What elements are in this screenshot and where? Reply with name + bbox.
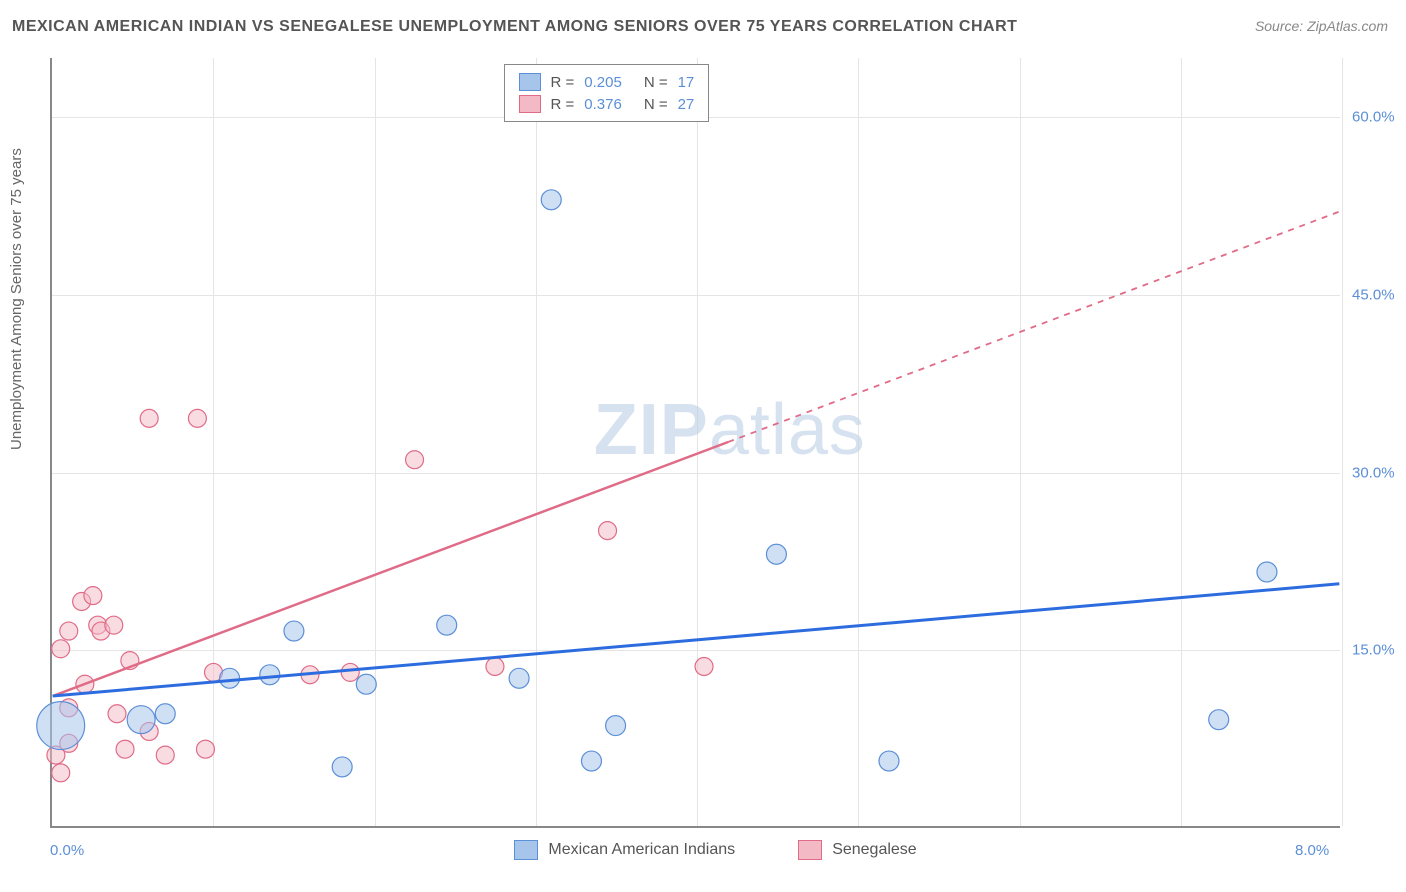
- n-value-pink: 27: [678, 96, 695, 113]
- chart-title: MEXICAN AMERICAN INDIAN VS SENEGALESE UN…: [12, 18, 1017, 36]
- legend-item-pink: Senegalese: [798, 840, 917, 860]
- y-tick: 30.0%: [1352, 464, 1395, 481]
- plot-area: ZIPatlas R = 0.205 N = 17 R = 0.376 N = …: [50, 58, 1340, 828]
- stats-row-blue: R = 0.205 N = 17: [519, 71, 695, 93]
- stats-legend: R = 0.205 N = 17 R = 0.376 N = 27: [504, 64, 710, 122]
- r-value-pink: 0.376: [584, 96, 622, 113]
- swatch-blue: [514, 840, 538, 860]
- x-tick: 0.0%: [50, 842, 84, 859]
- y-tick: 45.0%: [1352, 286, 1395, 303]
- stats-row-pink: R = 0.376 N = 27: [519, 93, 695, 115]
- legend-item-blue: Mexican American Indians: [514, 840, 735, 860]
- y-axis-label: Unemployment Among Seniors over 75 years: [8, 148, 25, 450]
- source-label: Source: ZipAtlas.com: [1255, 18, 1388, 34]
- x-tick: 8.0%: [1295, 842, 1329, 859]
- swatch-pink: [798, 840, 822, 860]
- scatter-svg: [52, 58, 1340, 826]
- y-tick: 60.0%: [1352, 109, 1395, 126]
- swatch-blue: [519, 73, 541, 91]
- n-label: N =: [644, 74, 668, 91]
- swatch-pink: [519, 95, 541, 113]
- legend-label-blue: Mexican American Indians: [548, 841, 735, 859]
- r-label: R =: [551, 96, 575, 113]
- n-value-blue: 17: [678, 74, 695, 91]
- y-tick: 15.0%: [1352, 642, 1395, 659]
- legend-label-pink: Senegalese: [832, 841, 917, 859]
- n-label: N =: [644, 96, 668, 113]
- r-label: R =: [551, 74, 575, 91]
- r-value-blue: 0.205: [584, 74, 622, 91]
